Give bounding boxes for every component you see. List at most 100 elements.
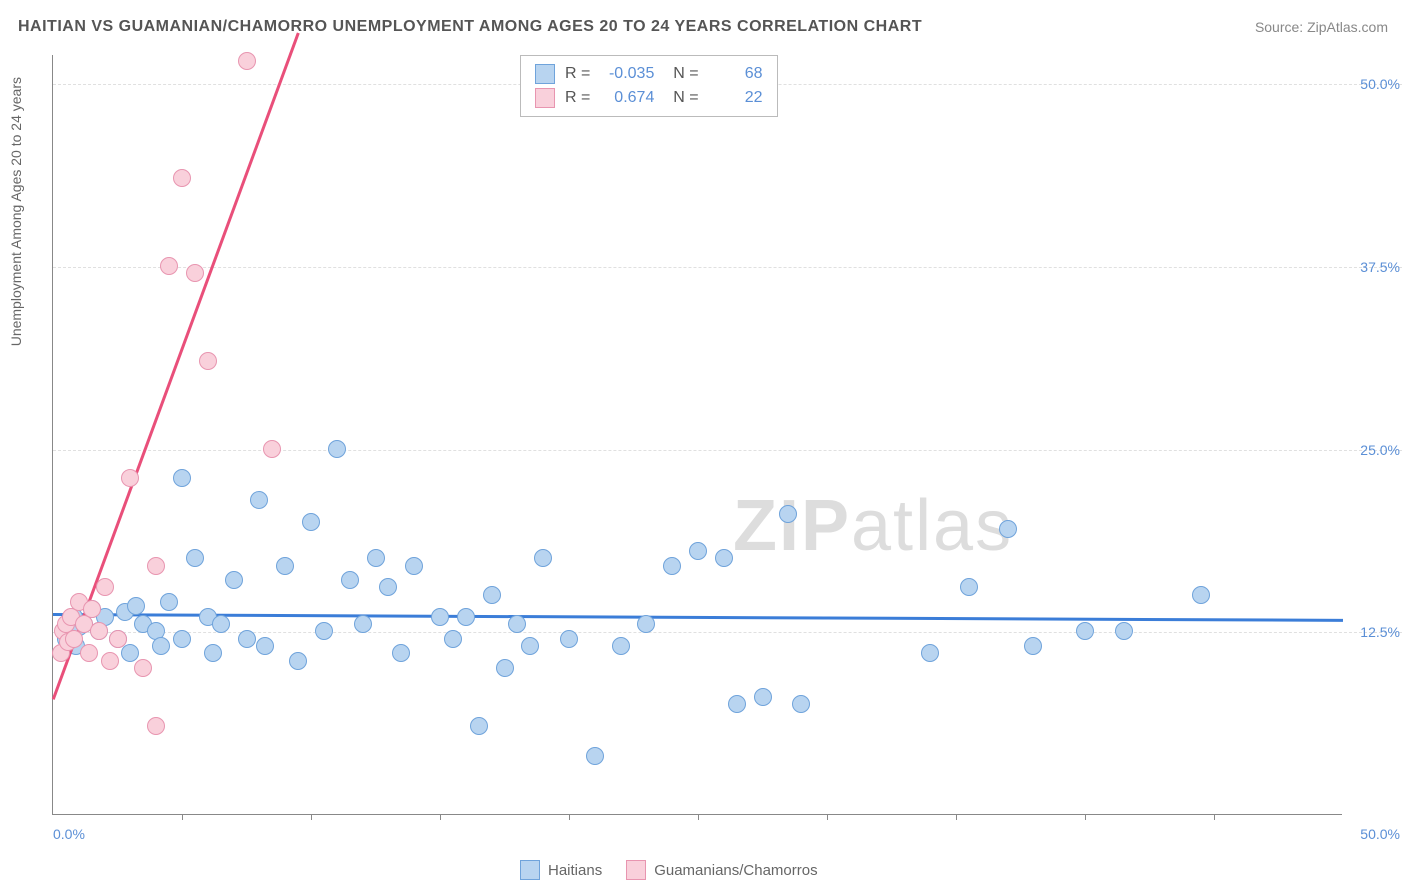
data-point (147, 557, 165, 575)
x-tick (827, 814, 828, 820)
x-origin-label: 0.0% (53, 826, 85, 842)
data-point (444, 630, 462, 648)
data-point (663, 557, 681, 575)
data-point (238, 52, 256, 70)
data-point (431, 608, 449, 626)
data-point (367, 549, 385, 567)
data-point (689, 542, 707, 560)
data-point (496, 659, 514, 677)
data-point (199, 352, 217, 370)
legend-item: Haitians (520, 860, 602, 880)
data-point (754, 688, 772, 706)
data-point (212, 615, 230, 633)
data-point (121, 644, 139, 662)
data-point (204, 644, 222, 662)
y-tick-label: 12.5% (1360, 624, 1400, 640)
data-point (186, 549, 204, 567)
data-point (483, 586, 501, 604)
grid-line (53, 450, 1402, 451)
y-tick-label: 50.0% (1360, 76, 1400, 92)
grid-line (53, 632, 1402, 633)
y-tick-label: 25.0% (1360, 442, 1400, 458)
data-point (534, 549, 552, 567)
data-point (173, 169, 191, 187)
data-point (289, 652, 307, 670)
data-point (302, 513, 320, 531)
data-point (263, 440, 281, 458)
data-point (379, 578, 397, 596)
data-point (276, 557, 294, 575)
x-max-label: 50.0% (1360, 826, 1400, 842)
legend-swatch (626, 860, 646, 880)
x-tick (311, 814, 312, 820)
data-point (779, 505, 797, 523)
data-point (147, 717, 165, 735)
data-point (1076, 622, 1094, 640)
data-point (225, 571, 243, 589)
data-point (792, 695, 810, 713)
stat-n-value: 22 (709, 89, 763, 107)
stats-legend-box: R = -0.035 N = 68R = 0.674 N = 22 (520, 55, 778, 117)
x-tick (1085, 814, 1086, 820)
stat-n-label: N = (664, 89, 698, 107)
chart-title: HAITIAN VS GUAMANIAN/CHAMORRO UNEMPLOYME… (18, 18, 922, 36)
stat-r-label: R = (565, 65, 590, 83)
data-point (341, 571, 359, 589)
watermark: ZIPatlas (733, 485, 1013, 567)
data-point (586, 747, 604, 765)
data-point (728, 695, 746, 713)
data-point (521, 637, 539, 655)
data-point (392, 644, 410, 662)
data-point (637, 615, 655, 633)
x-tick (1214, 814, 1215, 820)
data-point (715, 549, 733, 567)
x-tick (956, 814, 957, 820)
legend-swatch (535, 64, 555, 84)
data-point (256, 637, 274, 655)
x-tick (182, 814, 183, 820)
data-point (1115, 622, 1133, 640)
x-tick (698, 814, 699, 820)
data-point (612, 637, 630, 655)
data-point (328, 440, 346, 458)
legend-label: Haitians (548, 862, 602, 879)
trend-line (53, 613, 1343, 621)
data-point (921, 644, 939, 662)
data-point (121, 469, 139, 487)
data-point (354, 615, 372, 633)
data-point (470, 717, 488, 735)
data-point (101, 652, 119, 670)
data-point (1024, 637, 1042, 655)
data-point (457, 608, 475, 626)
data-point (173, 469, 191, 487)
data-point (109, 630, 127, 648)
data-point (960, 578, 978, 596)
data-point (186, 264, 204, 282)
stat-r-value: 0.674 (600, 89, 654, 107)
grid-line (53, 267, 1402, 268)
data-point (152, 637, 170, 655)
stats-row: R = -0.035 N = 68 (535, 62, 763, 86)
data-point (173, 630, 191, 648)
stat-r-label: R = (565, 89, 590, 107)
data-point (405, 557, 423, 575)
legend-item: Guamanians/Chamorros (626, 860, 817, 880)
x-tick (440, 814, 441, 820)
data-point (90, 622, 108, 640)
data-point (999, 520, 1017, 538)
data-point (160, 257, 178, 275)
stat-r-value: -0.035 (600, 65, 654, 83)
stat-n-label: N = (664, 65, 698, 83)
plot-area: ZIPatlas 12.5%25.0%37.5%50.0%0.0%50.0% (52, 55, 1342, 815)
source-label: Source: ZipAtlas.com (1255, 19, 1388, 35)
stats-row: R = 0.674 N = 22 (535, 86, 763, 110)
legend-swatch (535, 88, 555, 108)
data-point (134, 659, 152, 677)
data-point (238, 630, 256, 648)
legend-label: Guamanians/Chamorros (654, 862, 817, 879)
data-point (80, 644, 98, 662)
stat-n-value: 68 (709, 65, 763, 83)
y-axis-label: Unemployment Among Ages 20 to 24 years (8, 77, 24, 346)
data-point (96, 578, 114, 596)
bottom-legend: Haitians Guamanians/Chamorros (520, 860, 818, 880)
